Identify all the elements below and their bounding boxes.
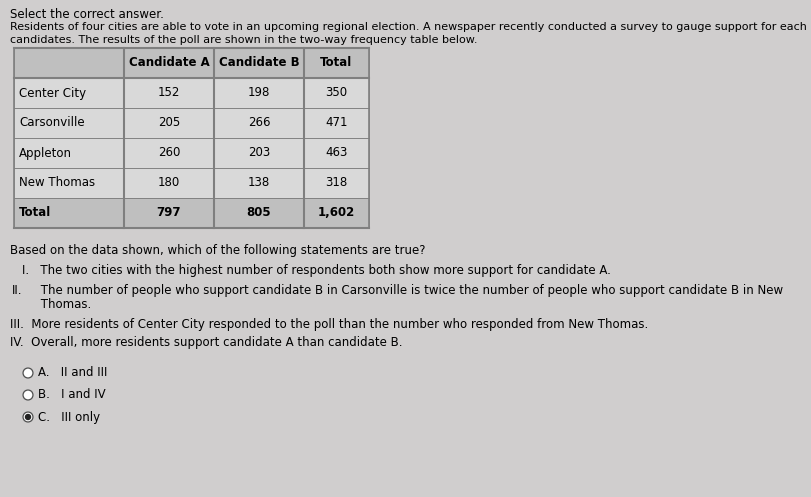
Bar	[214, 198, 303, 228]
Bar	[214, 48, 303, 78]
Bar	[303, 138, 368, 168]
Text: Thomas.: Thomas.	[22, 298, 91, 311]
Bar	[303, 108, 368, 138]
Text: candidates. The results of the poll are shown in the two-way frequency table bel: candidates. The results of the poll are …	[10, 35, 477, 45]
Bar	[14, 48, 368, 228]
Text: Candidate B: Candidate B	[218, 57, 299, 70]
Text: III.  More residents of Center City responded to the poll than the number who re: III. More residents of Center City respo…	[10, 318, 647, 331]
Bar	[214, 168, 303, 198]
Text: 463: 463	[325, 147, 347, 160]
Text: New Thomas: New Thomas	[19, 176, 95, 189]
Text: 205: 205	[157, 116, 180, 130]
Text: 1,602: 1,602	[317, 206, 354, 220]
Circle shape	[23, 368, 33, 378]
Text: 471: 471	[325, 116, 347, 130]
Bar	[124, 108, 214, 138]
Text: 805: 805	[247, 206, 271, 220]
Bar	[124, 198, 214, 228]
Bar	[124, 168, 214, 198]
Circle shape	[23, 412, 33, 422]
Bar	[214, 108, 303, 138]
Bar	[124, 138, 214, 168]
Text: I.   The two cities with the highest number of respondents both show more suppor: I. The two cities with the highest numbe…	[22, 264, 610, 277]
Text: Residents of four cities are able to vote in an upcoming regional election. A ne: Residents of four cities are able to vot…	[10, 22, 811, 32]
Text: The number of people who support candidate B in Carsonville is twice the number : The number of people who support candida…	[22, 284, 782, 297]
Text: 203: 203	[247, 147, 270, 160]
Bar	[303, 78, 368, 108]
Bar	[303, 198, 368, 228]
Text: IV.  Overall, more residents support candidate A than candidate B.: IV. Overall, more residents support cand…	[10, 336, 402, 349]
Text: 138: 138	[247, 176, 270, 189]
Text: Center City: Center City	[19, 86, 86, 99]
Text: A.   II and III: A. II and III	[38, 366, 107, 380]
Bar	[303, 48, 368, 78]
Text: Total: Total	[320, 57, 352, 70]
Text: 152: 152	[157, 86, 180, 99]
Text: II.: II.	[12, 284, 23, 297]
Bar	[124, 78, 214, 108]
Text: Based on the data shown, which of the following statements are true?: Based on the data shown, which of the fo…	[10, 244, 425, 257]
Circle shape	[25, 414, 31, 419]
Text: 350: 350	[325, 86, 347, 99]
Text: Carsonville: Carsonville	[19, 116, 84, 130]
Bar	[214, 78, 303, 108]
Text: 318: 318	[325, 176, 347, 189]
Bar	[303, 168, 368, 198]
Text: 260: 260	[157, 147, 180, 160]
Bar	[124, 48, 214, 78]
Text: 266: 266	[247, 116, 270, 130]
Bar	[214, 138, 303, 168]
Text: B.   I and IV: B. I and IV	[38, 389, 105, 402]
Circle shape	[23, 390, 33, 400]
Bar	[14, 108, 124, 138]
Text: Total: Total	[19, 206, 51, 220]
Text: Candidate A: Candidate A	[128, 57, 209, 70]
Bar	[14, 138, 124, 168]
Bar	[14, 48, 124, 78]
Bar	[14, 168, 124, 198]
Bar	[14, 198, 124, 228]
Text: Appleton: Appleton	[19, 147, 72, 160]
Text: 180: 180	[157, 176, 180, 189]
Text: Select the correct answer.: Select the correct answer.	[10, 8, 164, 21]
Text: C.   III only: C. III only	[38, 411, 100, 423]
Text: 797: 797	[157, 206, 181, 220]
Bar	[14, 78, 124, 108]
Text: 198: 198	[247, 86, 270, 99]
